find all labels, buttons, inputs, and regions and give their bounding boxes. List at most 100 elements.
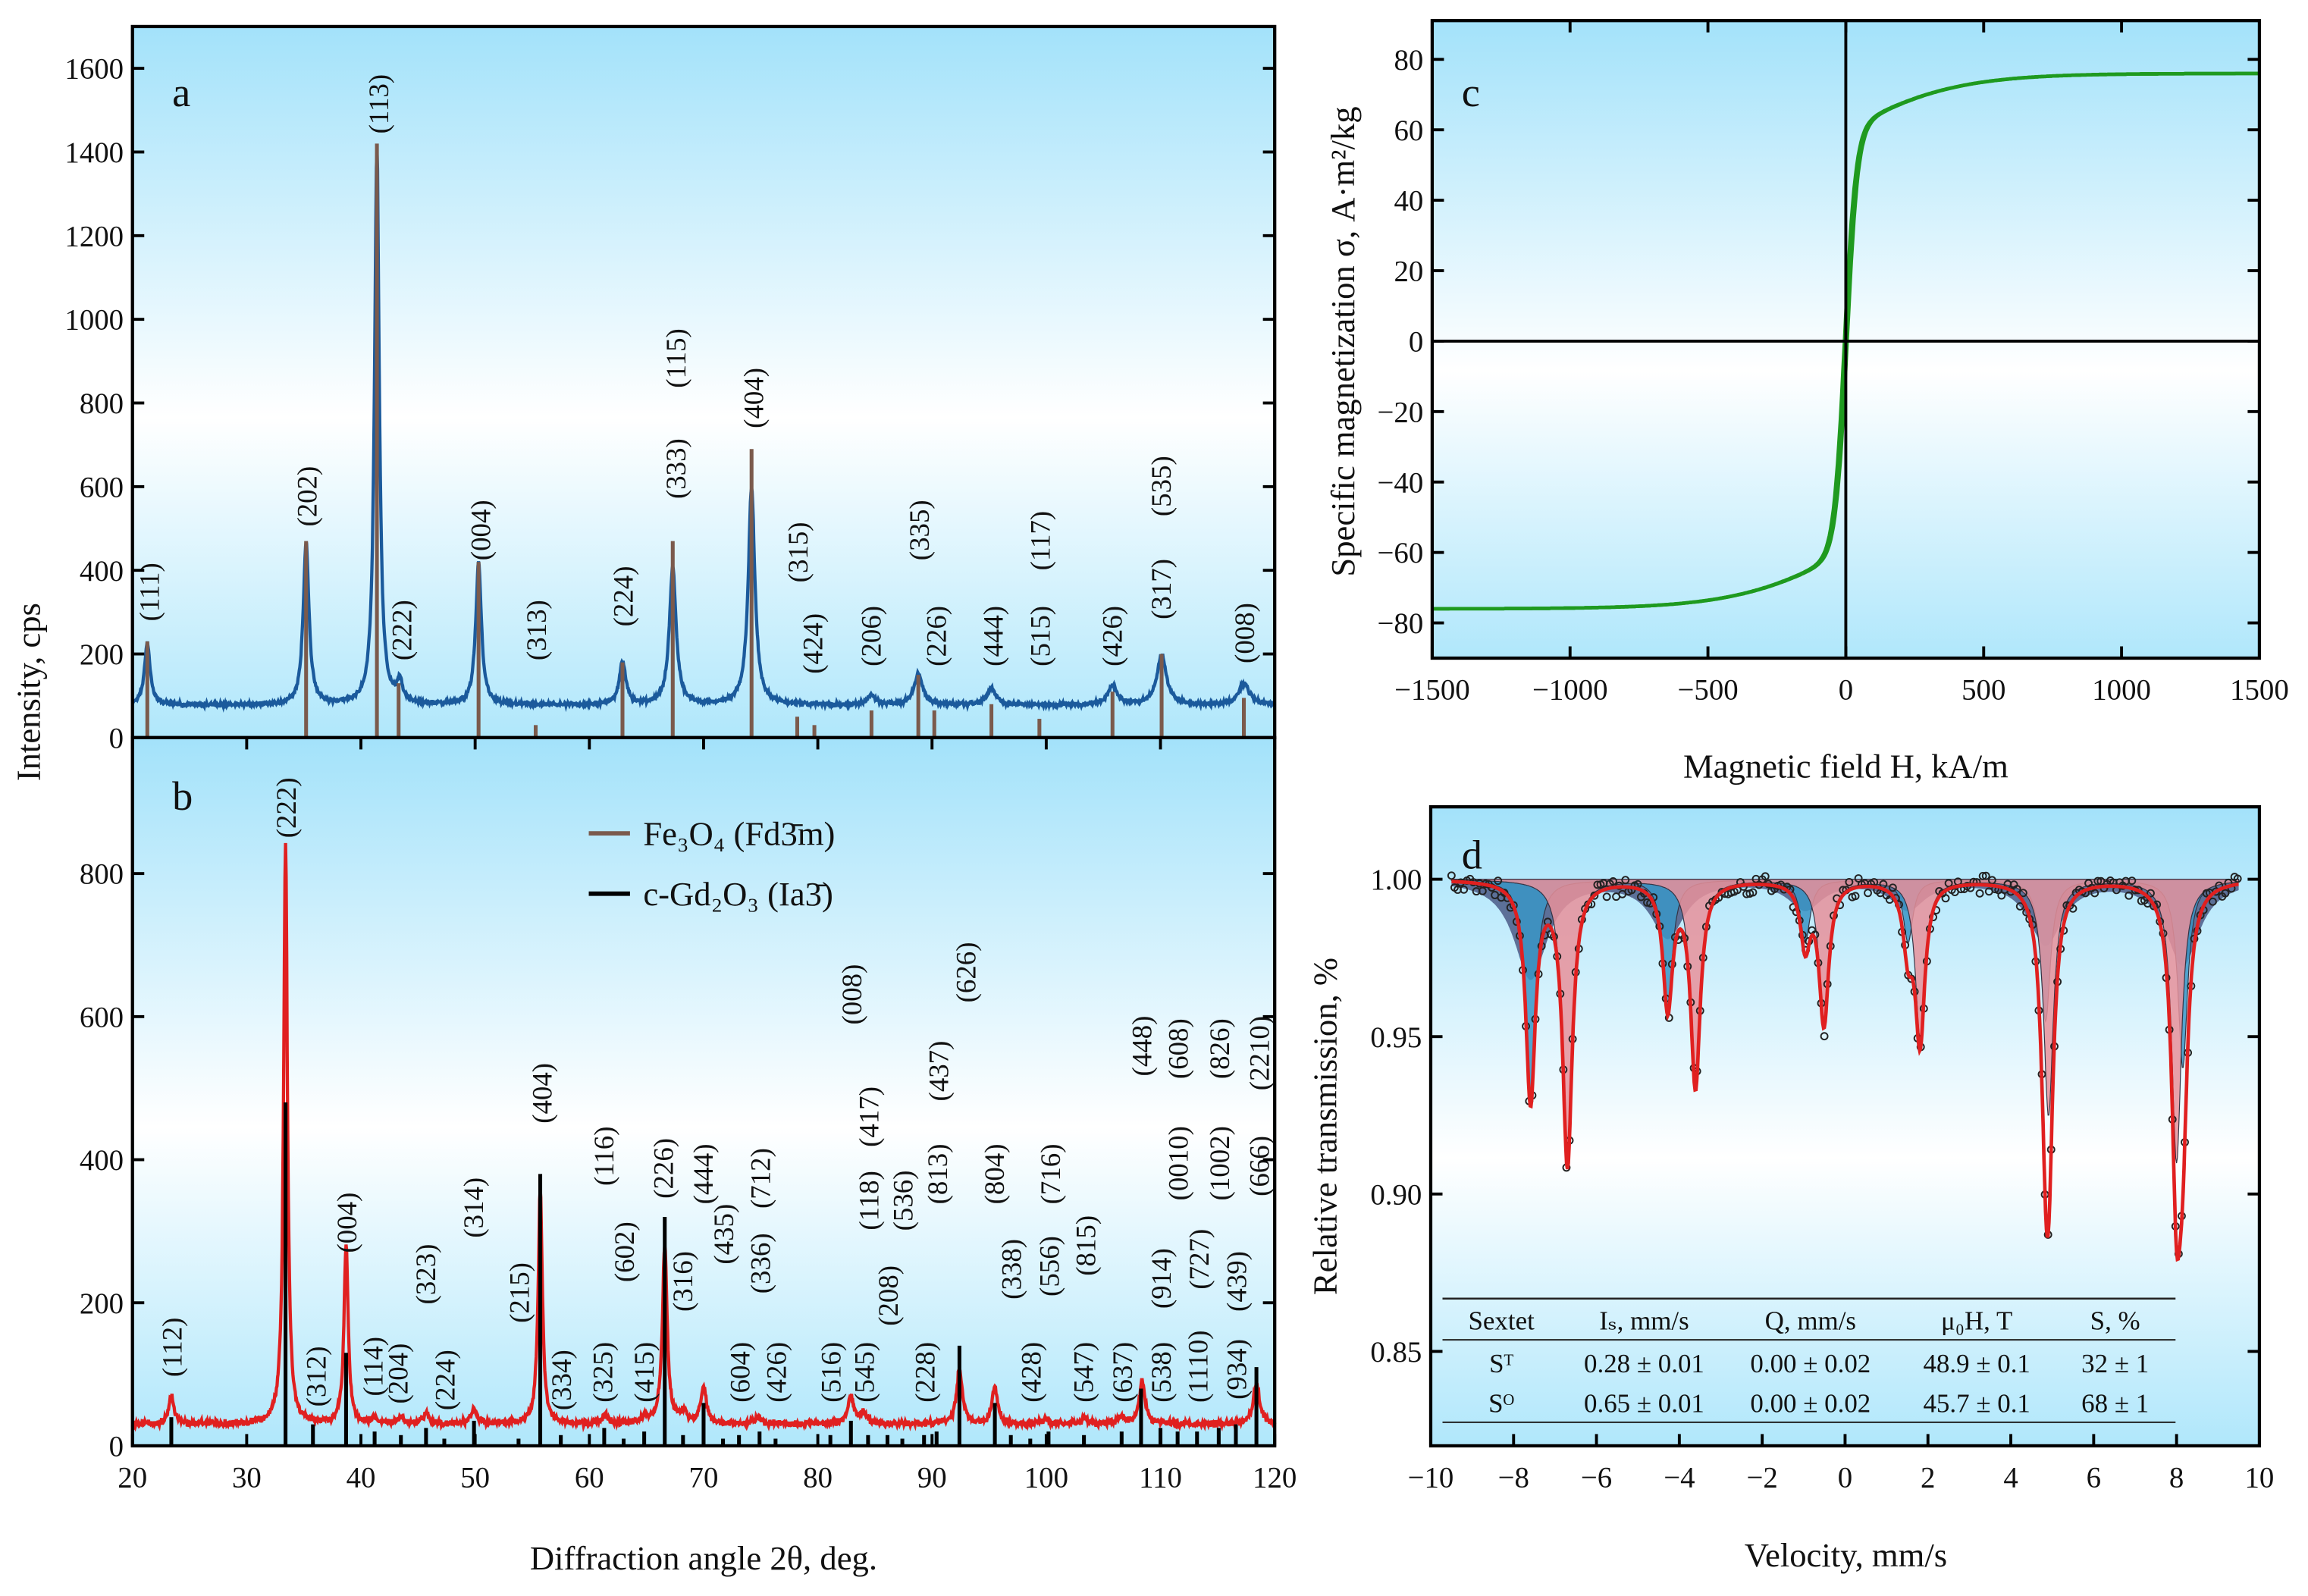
hkl-label-b: (316) <box>667 1251 699 1312</box>
data-point <box>1590 891 1599 900</box>
panel-c-ytick-label: 80 <box>1394 44 1423 77</box>
y-axis-label-c: Specific magnetization σ, A·m²/kg <box>1324 106 1362 576</box>
data-point <box>1460 885 1469 894</box>
hkl-label-b: (336) <box>745 1233 776 1293</box>
panel-c-frame <box>1430 19 2262 660</box>
panel-letter-d: d <box>1462 832 1482 878</box>
hkl-label-b: (415) <box>629 1342 660 1403</box>
hkl-label-b: (547) <box>1068 1342 1100 1403</box>
panel-b-xtick-label: 120 <box>1253 1461 1297 1494</box>
table-cell: 0.65 ± 0.01 <box>1584 1388 1704 1418</box>
panel-d-xtick-label: −6 <box>1581 1461 1612 1494</box>
hkl-label-b: (448) <box>1127 1016 1159 1077</box>
hkl-label-b: (112) <box>157 1318 189 1378</box>
panel-d-xtick-label: −2 <box>1747 1461 1778 1494</box>
hkl-label-b: (222) <box>271 777 303 838</box>
hkl-label-b: (538) <box>1146 1342 1178 1403</box>
hkl-label-a: (315) <box>782 522 814 582</box>
hkl-label-a: (008) <box>1229 603 1261 663</box>
panel-b-ytick-label: 200 <box>80 1287 124 1320</box>
hkl-label-b: (428) <box>1015 1342 1047 1403</box>
table-header-area: S, % <box>2090 1306 2140 1336</box>
hkl-label-b: (804) <box>979 1144 1011 1205</box>
hkl-label-b: (204) <box>383 1344 415 1404</box>
legend-label-gd2o3: c-Gd₂O₃ (Ia3̄) <box>643 875 833 913</box>
hkl-label-a: (206) <box>856 606 888 666</box>
panel-a-ytick-label: 200 <box>80 638 124 671</box>
panel-a-ytick-label: 1600 <box>64 53 124 86</box>
table-cell: 0.00 ± 0.02 <box>1750 1388 1871 1418</box>
panel-c-xtick-label: 0 <box>1839 673 1853 706</box>
table-cell: 0.00 ± 0.02 <box>1750 1349 1871 1378</box>
panel-d-frame <box>1428 805 2262 1448</box>
x-axis-label-d: Velocity, mm/s <box>1745 1536 1947 1574</box>
hkl-label-a: (444) <box>978 606 1010 666</box>
hkl-label-b: (815) <box>1071 1215 1102 1276</box>
panel-d-xtick-label: −10 <box>1408 1461 1454 1494</box>
hkl-label-b: (325) <box>587 1342 619 1403</box>
data-point <box>2125 891 2134 900</box>
panel-d-xtick-label: 0 <box>1838 1461 1852 1494</box>
panel-b-xtick-label: 80 <box>803 1461 833 1494</box>
panel-c-ytick-label: −80 <box>1378 607 1424 640</box>
hkl-label-b: (334) <box>546 1350 578 1410</box>
table-cell: 68 ± 1 <box>2081 1388 2149 1418</box>
xrd-pattern-b <box>130 842 1277 1433</box>
hkl-label-b: (444) <box>688 1144 720 1205</box>
panel-b-xtick-label: 30 <box>232 1461 262 1494</box>
data-point <box>1941 894 1950 903</box>
panel-c-ytick-label: 60 <box>1394 114 1423 147</box>
data-point <box>1478 886 1487 895</box>
table-header-sextet: Sextet <box>1468 1306 1535 1336</box>
hkl-label-b: (417) <box>853 1086 885 1147</box>
hkl-label-b: (545) <box>848 1342 880 1403</box>
hkl-label-b: (008) <box>836 964 868 1025</box>
hkl-label-b: (435) <box>708 1204 740 1265</box>
x-axis-label-ab: Diffraction angle 2θ, deg. <box>530 1539 877 1577</box>
data-point <box>1944 879 1953 888</box>
table-cell: 0.28 ± 0.01 <box>1584 1349 1704 1378</box>
hkl-label-b: (228) <box>909 1342 941 1403</box>
panel-d-ytick-label: 0.90 <box>1370 1178 1422 1211</box>
hkl-label-b: (338) <box>996 1239 1028 1300</box>
panel-b-ytick-label: 800 <box>80 858 124 891</box>
hkl-label-b: (2210) <box>1244 1016 1276 1090</box>
hkl-label-b: (116) <box>588 1127 620 1187</box>
panel-a-ytick-label: 600 <box>80 471 124 503</box>
panel-a-ytick-label: 800 <box>80 387 124 420</box>
table-header-field: μ₀H, T <box>1941 1306 2012 1336</box>
hkl-label-a: (317) <box>1146 559 1178 619</box>
panel-letter-a: a <box>172 70 190 115</box>
hkl-label-b: (1002) <box>1204 1126 1236 1200</box>
fit-curve <box>1451 880 2239 1262</box>
hkl-label-a: (335) <box>904 500 936 560</box>
y-axis-label-ab: Intensity, cps <box>9 603 47 781</box>
data-point <box>1975 889 1984 898</box>
data-point <box>1494 876 1503 886</box>
hkl-label-b: (118) <box>853 1171 885 1231</box>
hkl-label-b: (437) <box>923 1041 955 1102</box>
legend-label-fe3o4: Fe₃O₄ (Fd3̄m) <box>643 815 835 853</box>
panel-c-ytick-label: −60 <box>1378 537 1424 569</box>
panel-letter-c: c <box>1462 70 1480 115</box>
data-point <box>1987 876 1996 885</box>
data-point <box>1820 1032 1829 1041</box>
hkl-label-a: (117) <box>1024 511 1056 571</box>
panel-b-xtick-label: 70 <box>689 1461 719 1494</box>
table-cell: Sᵀ <box>1489 1349 1513 1378</box>
hkl-label-b: (556) <box>1034 1236 1066 1297</box>
hkl-label-b: (312) <box>300 1347 332 1407</box>
table-cell: 45.7 ± 0.1 <box>1923 1388 2030 1418</box>
hkl-label-a: (313) <box>521 600 553 660</box>
panel-c-xtick-label: −1500 <box>1394 673 1470 706</box>
panel-b-xtick-label: 90 <box>917 1461 947 1494</box>
hkl-label-b: (208) <box>873 1265 905 1326</box>
hkl-label-b: (426) <box>760 1342 792 1403</box>
x-axis-label-c: Magnetic field H, kA/m <box>1683 747 2009 785</box>
data-point <box>2147 889 2155 898</box>
hkl-label-b: (516) <box>816 1342 848 1403</box>
panel-b-xtick-label: 110 <box>1139 1461 1182 1494</box>
panel-d-ytick-label: 0.95 <box>1370 1021 1422 1054</box>
data-point <box>1978 871 1987 880</box>
